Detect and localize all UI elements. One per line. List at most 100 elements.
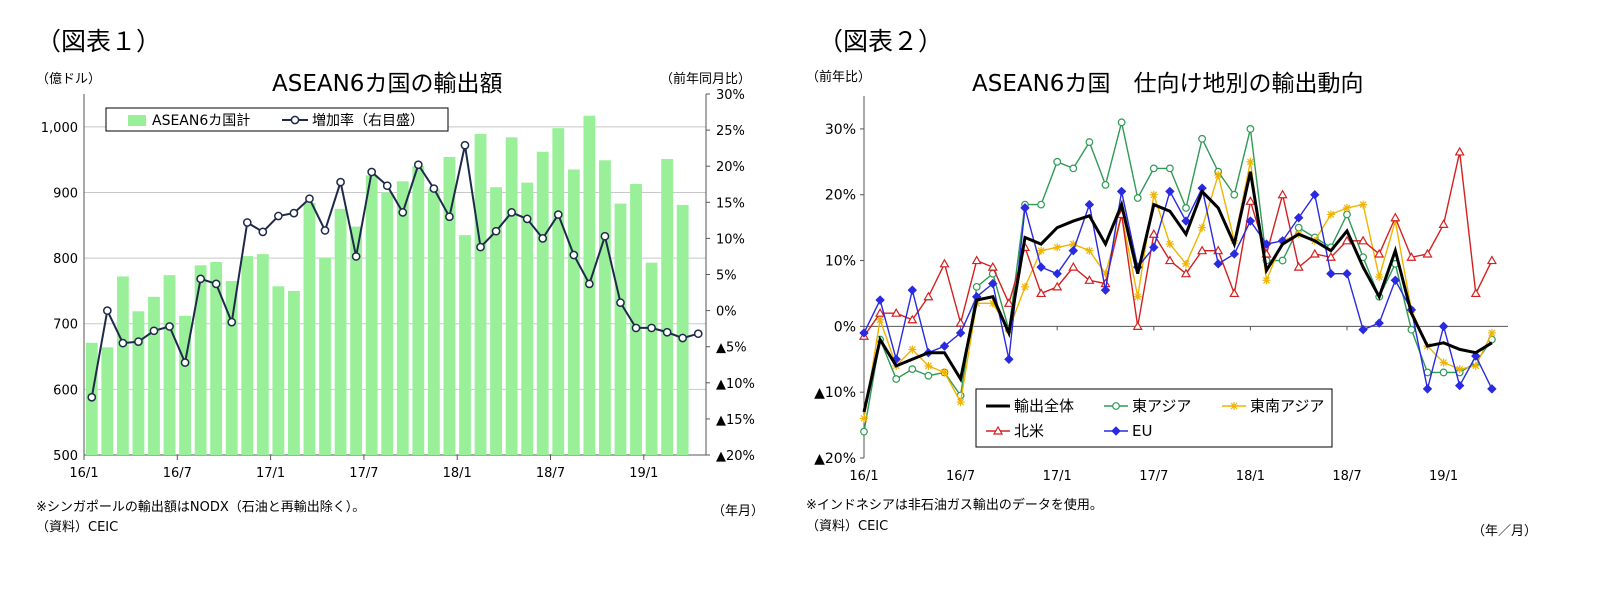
star-stroke [876,316,884,324]
series-point [1246,157,1255,166]
series-point [1390,275,1401,285]
series-point [1406,252,1417,261]
series-point [860,414,868,423]
legend-label: 増加率（右目盛） [312,112,424,129]
bar [459,235,471,455]
series-point [1148,229,1159,238]
legend-swatch-marker [290,115,300,125]
x-axis-label: （年月） [712,504,765,519]
bar [412,166,425,455]
growth-point [289,208,299,218]
growth-point [382,181,392,191]
series-point [1486,255,1497,265]
growth-point [413,160,423,170]
series-point [1309,248,1320,258]
legend-swatch-marker [1230,402,1238,410]
growth-point [102,306,112,315]
x-tick-label: 17/7 [1139,469,1168,484]
series-line [863,122,1493,432]
series-point [1326,269,1336,279]
series-line [862,171,1493,413]
growth-point [211,279,221,289]
bar [272,286,285,455]
chart-title: ASEAN6カ国 仕向け地別の輸出動向 [972,71,1364,97]
star-stroke [957,398,965,406]
series-point [1422,248,1433,258]
series-point [1278,256,1287,265]
series-point [876,315,885,324]
series-point [1342,269,1352,279]
legend-swatch-bar [128,115,146,126]
bar [303,202,316,455]
left-tick-label: 700 [53,318,78,333]
star-stroke [908,345,916,353]
star-stroke [1150,191,1158,199]
x-tick-label: 18/1 [443,466,472,481]
right-tick-label: ▲20% [716,449,755,464]
series-point [1166,164,1174,173]
star-stroke [1134,293,1142,301]
star-stroke [1102,270,1109,278]
growth-point [398,208,408,217]
y-tick-label: ▲10% [814,385,856,401]
figure-label: （図表２） [818,27,944,56]
series-point [1213,259,1223,269]
series-point [1037,246,1046,255]
chart-1-canvas: 500 600 700 800 900 1,000 ▲20% ▲15% ▲10% ▲5% 0% 5% 1… [41,88,755,481]
series-point [1325,252,1336,261]
right-axis-unit: （前年同月比） [660,72,752,87]
legend-label: 東南アジア [1250,397,1324,415]
bar [614,203,627,455]
bar [101,347,114,455]
series-line [863,186,1493,390]
series-point [859,328,869,338]
series-point [1198,223,1207,232]
series-point [1375,273,1384,281]
bar [256,254,269,455]
series-point [987,261,998,271]
bar [225,281,238,455]
left-axis-unit: （億ドル） [36,72,102,87]
series-point [988,278,998,289]
series-point [908,365,917,374]
series-point [1133,194,1142,202]
legend-label: ASEAN6カ国計 [152,113,250,129]
series-point [1454,146,1465,156]
right-tick-label: 30% [716,88,745,103]
bar [194,265,207,455]
series-point [1326,210,1335,219]
bar [443,157,456,455]
star-stroke [1166,240,1174,248]
series-point [1164,255,1175,265]
series-point [1003,298,1014,307]
growth-point [320,226,330,235]
series-point [1182,203,1190,212]
series-point [1182,259,1190,268]
series-point [1245,196,1256,205]
series-point [1293,213,1304,223]
series-point [1165,240,1174,249]
series-point [907,285,918,295]
right-tick-label: 15% [716,196,745,211]
series-point [908,345,917,354]
growth-point [538,234,548,243]
star-stroke [1182,260,1190,268]
growth-point [585,279,594,289]
note-text: ※インドネシアは非石油ガス輸出のデータを使用。 [806,498,1103,513]
star-stroke [941,369,948,376]
growth-point [149,326,159,336]
legend-swatch-marker [1111,426,1121,436]
series-point [1246,125,1255,133]
left-tick-label: 600 [53,383,78,398]
star-stroke [1021,283,1029,291]
bar [148,296,160,455]
bar [365,175,378,455]
series-point [1052,281,1063,291]
right-tick-label: 0% [716,305,737,320]
series-point [971,255,982,265]
series-point [1052,269,1062,279]
legend-swatch-marker [992,425,1004,435]
series-point [923,291,934,301]
series-point [1293,261,1304,271]
legend-box [105,107,449,132]
